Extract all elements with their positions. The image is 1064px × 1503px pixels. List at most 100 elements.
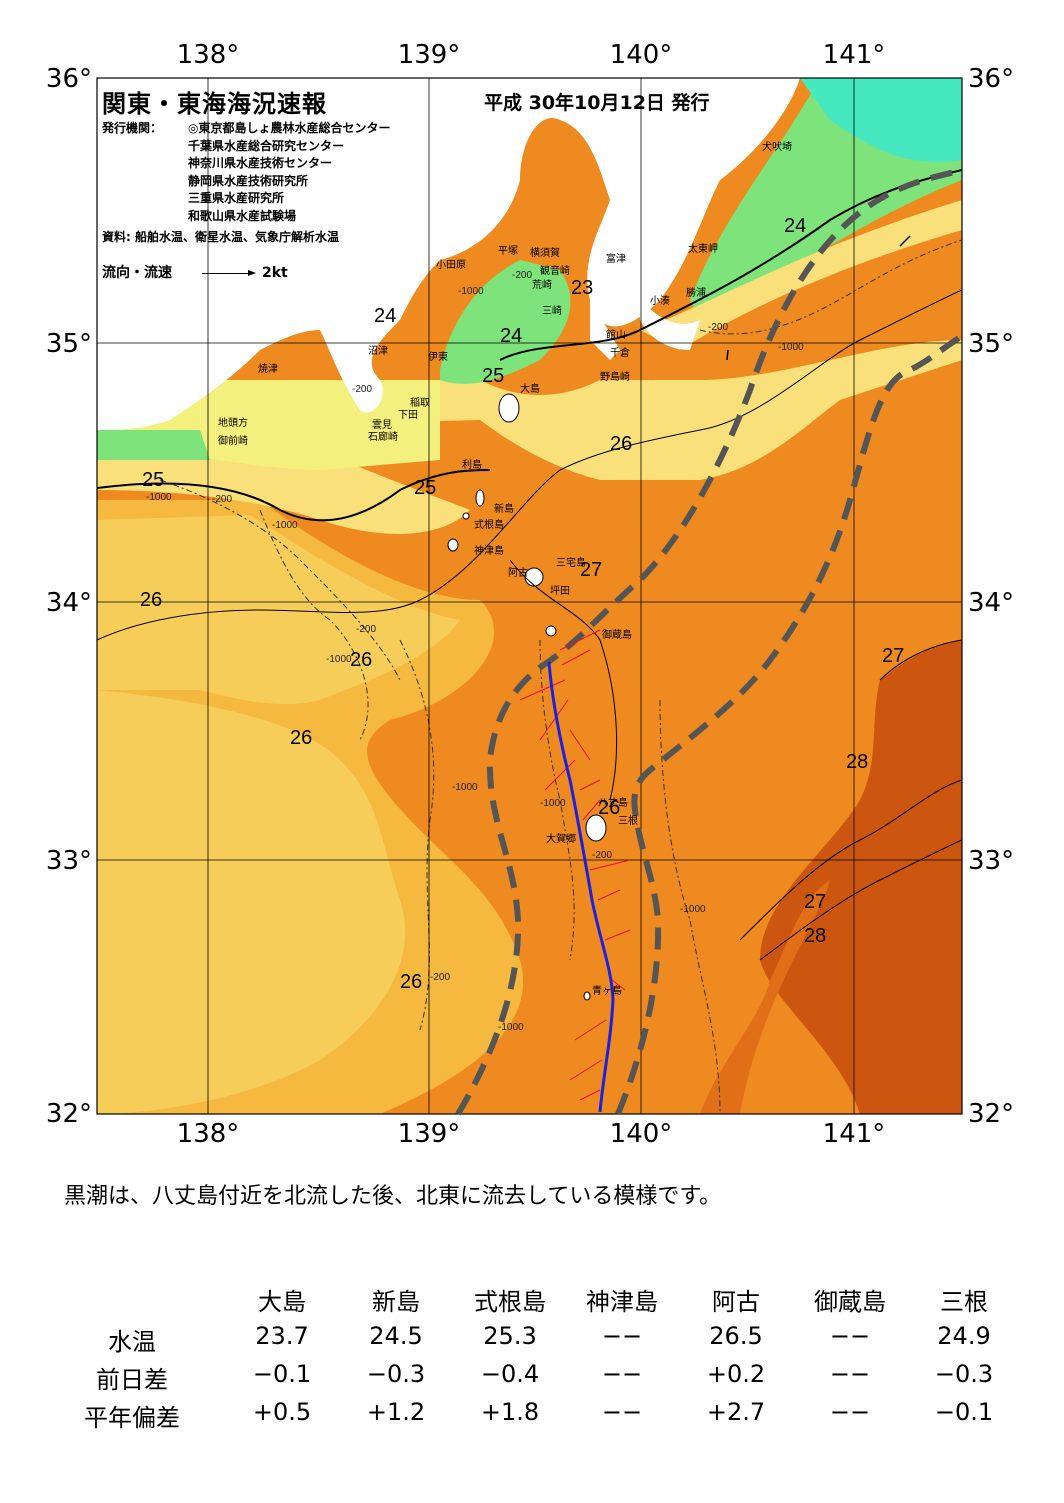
table-cell: −0.3	[366, 1360, 426, 1388]
lat-labels-left: 36° 35° 34° 33° 32°	[46, 64, 92, 1129]
svg-text:-200: -200	[212, 494, 232, 505]
table-cell: 24.9	[937, 1322, 991, 1350]
table-cell: −−	[829, 1360, 871, 1388]
place-label: 地頭方	[218, 416, 248, 429]
table-cell: 23.7	[255, 1322, 309, 1350]
place-label: 犬吠埼	[762, 140, 792, 153]
table-row: 前日差 −0.1 −0.3 −0.4 −− +0.2 −− −0.3	[0, 1360, 1064, 1396]
svg-text:-200: -200	[708, 322, 728, 333]
lon-label: 138°	[177, 1119, 240, 1149]
station-header: 大島	[258, 1288, 306, 1316]
table-cell: +1.8	[480, 1398, 540, 1426]
lat-label: 33°	[46, 846, 92, 876]
isotherm-label: 28	[846, 751, 868, 773]
lon-label: 141°	[823, 1119, 886, 1149]
place-label: 横須賀	[530, 246, 560, 259]
svg-text:-1000: -1000	[540, 798, 566, 809]
station-header: 新島	[372, 1288, 420, 1316]
svg-text:-1000: -1000	[458, 286, 484, 297]
table-cell: −−	[601, 1398, 643, 1426]
place-label: 大賀郷	[546, 832, 576, 845]
svg-text:-200: -200	[512, 270, 532, 281]
svg-text:-200: -200	[356, 624, 376, 635]
table-row: 水温 23.7 24.5 25.3 −− 26.5 −− 24.9	[0, 1322, 1064, 1358]
place-label: 八丈島	[598, 796, 628, 809]
table-cell: −−	[601, 1322, 643, 1350]
isotherm-label: 26	[610, 433, 632, 455]
svg-text:-200: -200	[592, 850, 612, 861]
ship-current-vectors	[519, 629, 631, 1101]
current-arrow-icon	[726, 349, 729, 361]
station-header: 式根島	[474, 1288, 546, 1316]
table-cell: 26.5	[709, 1322, 763, 1350]
station-header: 三根	[940, 1288, 988, 1316]
publisher-item: ◎東京都島しょ農林水産総合センター	[188, 121, 391, 135]
table-cell: +0.2	[706, 1360, 766, 1388]
isotherm-label: 26	[140, 589, 162, 611]
isotherm-label: 28	[804, 925, 826, 947]
place-label: 御前崎	[218, 434, 248, 447]
place-label: 小田原	[436, 259, 466, 271]
place-label: 焼津	[258, 363, 278, 375]
place-label: 三根	[618, 814, 638, 827]
place-label: 下田	[398, 410, 418, 421]
lat-label: 33°	[968, 846, 1014, 876]
lon-label: 141°	[823, 40, 886, 70]
place-label: 稲取	[410, 397, 430, 409]
lon-label: 138°	[177, 40, 240, 70]
table-cell: −0.1	[252, 1360, 312, 1388]
row-label: 平年偏差	[84, 1404, 180, 1432]
place-label: 石廊崎	[368, 430, 398, 443]
place-label: 富津	[606, 252, 626, 265]
isotherm-label: 23	[571, 277, 593, 299]
lon-label: 139°	[398, 1119, 461, 1149]
legend-arrow-icon	[202, 269, 256, 276]
place-label: 平塚	[498, 245, 518, 257]
lat-label: 35°	[968, 329, 1014, 359]
table-cell: −−	[829, 1322, 871, 1350]
isotherm-lines	[97, 169, 962, 961]
table-cell: +1.2	[366, 1398, 426, 1426]
table-cell: −−	[829, 1398, 871, 1426]
isotherm-label: 25	[414, 477, 436, 499]
table-cell: −0.1	[934, 1398, 994, 1426]
map-canvas: 138° 139° 140° 141° 138° 139° 140° 141° …	[46, 40, 1014, 1149]
lon-labels-bottom: 138° 139° 140° 141°	[177, 1119, 886, 1149]
table-cell: −−	[601, 1360, 643, 1388]
kuroshio-axis	[455, 169, 964, 1116]
table-cell: +0.5	[252, 1398, 312, 1426]
isotherm-label: 26	[350, 649, 372, 671]
current-legend: 流向・流速 2kt	[102, 262, 288, 282]
isotherm-label: 24	[374, 305, 396, 327]
publisher-item: 三重県水産研究所	[188, 191, 285, 205]
place-label: 観音崎	[540, 264, 570, 277]
legend-speed: 2kt	[262, 265, 288, 281]
lat-labels-right: 36° 35° 34° 33° 32°	[968, 64, 1014, 1129]
place-label: 新島	[494, 502, 514, 515]
publisher-item: 和歌山県水産試験場	[188, 208, 297, 223]
table-cell: −0.4	[480, 1360, 540, 1388]
place-label: 館山	[606, 328, 626, 341]
place-label: 伊東	[428, 350, 448, 363]
lat-label: 32°	[968, 1099, 1014, 1129]
summary-text: 黒潮は、八丈島付近を北流した後、北東に流去している模様です。	[64, 1184, 722, 1209]
place-label: 式根島	[474, 518, 504, 531]
isotherm-label: 24	[784, 215, 806, 237]
lon-label: 139°	[398, 40, 461, 70]
isotherm-label: 25	[482, 365, 504, 387]
row-label: 水温	[108, 1328, 156, 1356]
place-label: 太東岬	[688, 242, 718, 255]
svg-text:-200: -200	[430, 972, 450, 983]
lat-label: 35°	[46, 329, 92, 359]
legend-label: 流向・流速	[102, 265, 172, 281]
place-label: 雲見	[372, 419, 392, 431]
place-label: 坪田	[550, 584, 570, 597]
publishers-block: 発行機関： ◎東京都島しょ農林水産総合センター 千葉県水産総合研究センター 神奈川…	[102, 120, 390, 225]
place-label: 三崎	[542, 304, 562, 317]
place-label: 大島	[520, 382, 540, 395]
svg-text:-1000: -1000	[778, 342, 804, 353]
sea-temperature-map: 138° 139° 140° 141° 138° 139° 140° 141° …	[46, 40, 1014, 1149]
lon-label: 140°	[610, 1119, 673, 1149]
svg-text:-1000: -1000	[680, 904, 706, 915]
place-label: 利島	[462, 458, 482, 471]
